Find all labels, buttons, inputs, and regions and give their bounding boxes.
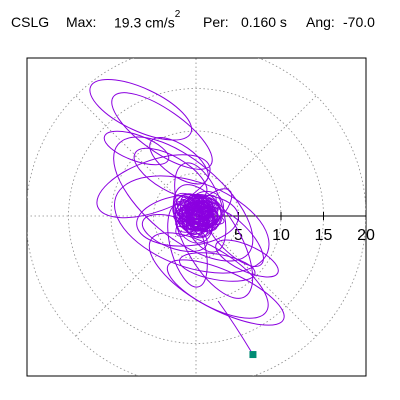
max-value: 19.3 cm/s2 bbox=[114, 9, 180, 31]
orbit-loop bbox=[149, 137, 209, 185]
orbit-core-loop bbox=[187, 201, 222, 229]
grid-spoke bbox=[195, 95, 317, 217]
grid-spoke bbox=[195, 215, 317, 337]
orbit-loop bbox=[133, 147, 208, 200]
period-value: 0.160 s bbox=[241, 14, 287, 30]
angle-value: -70.0 bbox=[343, 14, 375, 30]
orbit-core-loop bbox=[175, 201, 211, 237]
orbit-loop bbox=[103, 130, 170, 166]
angle-label: Ang: bbox=[306, 14, 335, 30]
orbit-trace bbox=[89, 78, 285, 355]
orbit-loop bbox=[89, 78, 193, 141]
max-exponent: 2 bbox=[174, 9, 181, 20]
chart-title: CSLG Max: 19.3 cm/s2 Per: 0.160 s Ang: -… bbox=[0, 9, 400, 38]
grid-spoke bbox=[75, 215, 197, 337]
radial-tick-label: 20 bbox=[357, 227, 375, 244]
radial-tick-label: 5 bbox=[234, 227, 243, 244]
radial-axis: 5 10 15 20 bbox=[196, 212, 375, 244]
end-point-marker bbox=[249, 351, 257, 359]
period-label: Per: bbox=[203, 14, 229, 30]
max-value-text: 19.3 cm/s bbox=[114, 14, 175, 31]
marker-layer bbox=[249, 351, 257, 359]
station-code: CSLG bbox=[11, 14, 50, 30]
orbit-loop bbox=[172, 184, 254, 299]
orbit-tail bbox=[217, 300, 254, 355]
orbit-loop bbox=[96, 154, 211, 219]
radial-tick-label: 15 bbox=[315, 227, 333, 244]
orbit-loop bbox=[166, 259, 285, 326]
orbit-loop bbox=[215, 239, 279, 278]
max-label: Max: bbox=[66, 14, 97, 30]
radial-tick-label: 10 bbox=[272, 227, 290, 244]
orbit-core-loop bbox=[185, 201, 219, 227]
orbit-loop bbox=[174, 162, 227, 253]
